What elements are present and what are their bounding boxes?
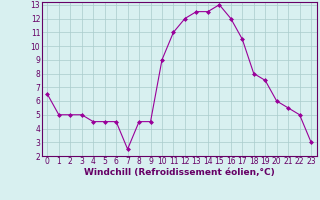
X-axis label: Windchill (Refroidissement éolien,°C): Windchill (Refroidissement éolien,°C) [84, 168, 275, 177]
